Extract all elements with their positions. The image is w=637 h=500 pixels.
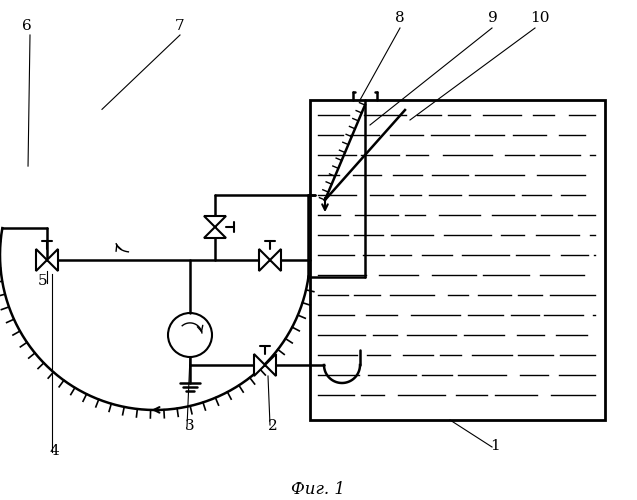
Bar	[310, 100, 605, 420]
Text: 2: 2	[268, 419, 278, 433]
Text: 6: 6	[22, 19, 32, 33]
Polygon shape	[204, 216, 226, 227]
Polygon shape	[254, 354, 265, 376]
Text: Фиг. 1: Фиг. 1	[291, 482, 345, 498]
Text: 5: 5	[38, 274, 48, 288]
Text: 7: 7	[175, 19, 185, 33]
Text: 9: 9	[488, 11, 497, 25]
Polygon shape	[265, 354, 276, 376]
Text: 4: 4	[50, 444, 60, 458]
Text: 1: 1	[490, 439, 500, 453]
Polygon shape	[259, 249, 270, 271]
Text: 10: 10	[530, 11, 550, 25]
Polygon shape	[270, 249, 281, 271]
Polygon shape	[36, 249, 47, 271]
Polygon shape	[47, 249, 58, 271]
Polygon shape	[204, 227, 226, 238]
Text: 8: 8	[395, 11, 404, 25]
Text: 3: 3	[185, 419, 195, 433]
